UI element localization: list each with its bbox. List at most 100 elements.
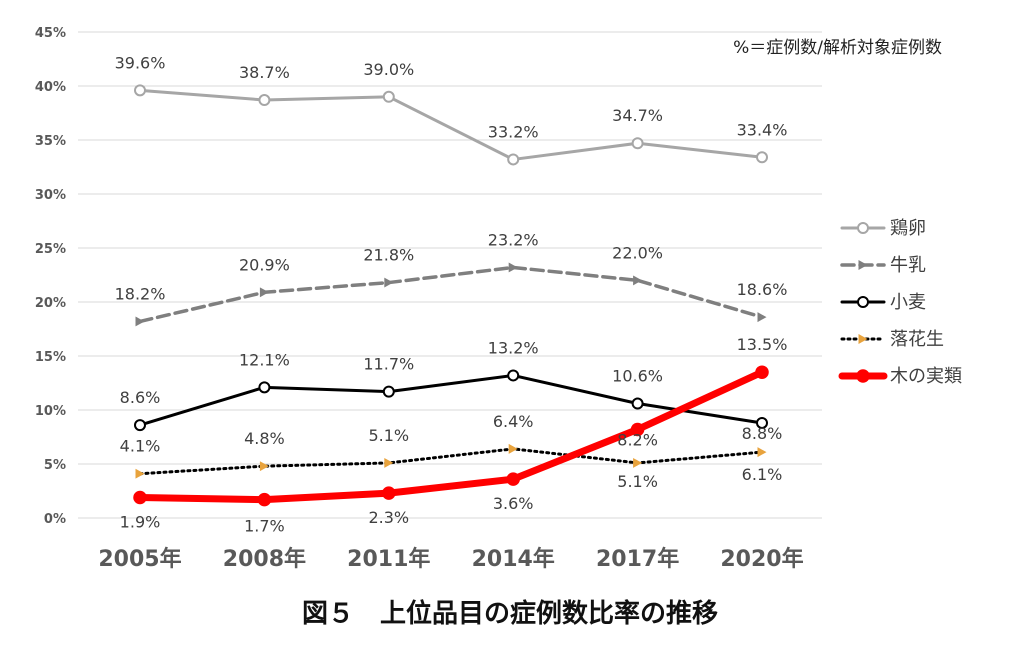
data-label: 1.9% [120,512,161,531]
series-3 [135,443,767,479]
data-label: 2.3% [368,508,409,527]
y-tick-label: 30% [35,188,66,203]
chart-note: %＝症例数/解析対象症例数 [733,38,942,58]
data-point-marker [633,275,643,286]
legend-item: 牛乳 [840,255,926,276]
data-label: 34.7% [612,106,663,125]
legend-label: 牛乳 [890,255,926,276]
data-point-marker [631,137,644,150]
data-point-marker [757,312,767,323]
y-tick-label: 40% [35,80,66,95]
data-point-marker [133,490,147,505]
data-label: 5.1% [368,426,409,445]
gridlines [78,31,822,519]
data-label: 12.1% [239,350,290,369]
legend-label: 小麦 [890,292,926,313]
legend-item: 落花生 [840,329,944,350]
data-label: 18.2% [115,284,166,303]
data-label: 13.5% [737,335,788,354]
data-label: 13.2% [488,338,539,357]
y-tick-label: 45% [35,26,66,41]
x-tick-label: 2020年 [720,546,803,572]
series-line [138,373,764,427]
data-point-marker [507,369,520,382]
data-point-marker [631,397,644,410]
data-label: 4.8% [244,429,285,448]
x-tick-label: 2017年 [596,546,679,572]
series-line [138,265,764,324]
data-point-marker [134,84,146,97]
data-label: 10.6% [612,367,663,386]
data-point-marker [858,334,868,344]
x-tick-label: 2011年 [347,546,430,572]
data-label: 18.6% [737,280,788,299]
data-label: 33.2% [488,122,539,141]
y-tick-label: 15% [35,350,66,365]
data-point-marker [856,369,870,383]
data-label: 20.9% [239,255,290,274]
data-label: 11.7% [363,355,414,374]
data-point-marker [259,461,269,472]
y-tick-label: 35% [35,134,66,149]
data-point-marker [135,468,145,479]
x-tick-label: 2008年 [223,546,306,572]
legend-item: 鶏卵 [840,218,926,239]
data-point-marker [382,486,396,500]
data-point-marker [382,385,395,398]
data-label: 6.1% [742,465,783,484]
data-point-marker [630,422,645,437]
y-tick-label: 20% [35,296,66,311]
data-labels: 39.6% 38.7% 39.0% 33.2% 34.7% 33.4% 18.2% 20.9%… [115,53,788,535]
series-line [136,368,766,504]
data-point-marker [258,381,271,394]
data-point-marker [384,277,394,288]
x-axis: 2005年 2008年 2011年 2014年 2017年 2020年 [98,546,803,572]
data-label: 8.8% [742,424,783,443]
x-tick-label: 2014年 [472,546,555,572]
data-label: 5.1% [617,472,658,491]
data-point-marker [508,443,518,454]
data-label: 22.0% [612,243,663,262]
data-label: 8.2% [617,430,658,449]
data-label: 38.7% [239,63,290,82]
series-0 [134,84,768,166]
figure-caption: 図５ 上位品目の症例数比率の推移 [302,598,718,629]
data-point-marker [384,457,394,468]
legend-label: 鶏卵 [890,218,926,239]
data-point-marker [857,222,869,234]
data-point-marker [257,492,272,507]
data-label: 4.1% [120,437,161,456]
data-point-marker [633,457,643,468]
data-point-marker [755,365,769,379]
series-line [138,447,764,476]
data-label: 8.6% [120,388,161,407]
data-label: 33.4% [737,120,788,139]
legend-label: 落花生 [890,329,944,350]
data-label: 21.8% [363,246,414,265]
data-label: 39.6% [115,53,166,72]
data-label: 3.6% [493,494,534,513]
data-point-marker [258,94,271,107]
data-point-marker [134,419,146,432]
legend-item: 小麦 [840,292,926,313]
series-line [138,88,764,161]
y-tick-label: 5% [44,458,66,473]
series-4 [133,365,769,507]
data-point-marker [382,90,395,103]
data-point-marker [506,472,520,486]
y-axis: 0% 5% 10% 15% 20% 25% 30% 35% 40% 45% [35,26,66,527]
data-point-marker [858,260,868,270]
data-label: 1.7% [244,517,285,536]
y-tick-label: 10% [35,404,66,419]
data-label: 23.2% [488,230,539,249]
x-tick-label: 2005年 [98,546,181,572]
data-point-marker [259,287,269,298]
data-point-marker [757,447,767,458]
legend-item: 木の実類 [838,366,962,387]
y-tick-label: 25% [35,242,66,257]
legend-label: 木の実類 [890,366,962,387]
data-point-marker [756,151,768,164]
data-point-marker [756,416,768,429]
